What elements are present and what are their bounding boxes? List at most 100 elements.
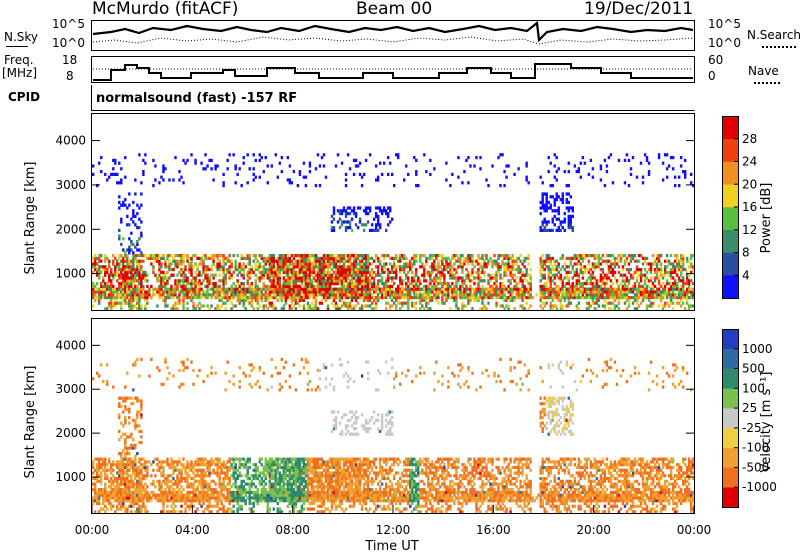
data-cell: [547, 270, 550, 274]
data-cell: [627, 301, 631, 305]
data-cell: [120, 276, 123, 280]
data-cell: [543, 282, 546, 286]
data-cell: [425, 270, 428, 274]
data-cell: [160, 488, 163, 492]
data-cell: [122, 290, 125, 294]
data-cell: [507, 254, 510, 258]
data-cell: [641, 262, 645, 266]
data-cell: [312, 276, 316, 280]
data-cell: [541, 259, 544, 263]
data-cell: [350, 287, 354, 291]
data-cell: [104, 268, 107, 272]
data-cell: [330, 254, 334, 258]
data-cell: [188, 265, 191, 269]
data-cell: [262, 259, 265, 263]
data-cell: [104, 510, 107, 514]
data-cell: [152, 460, 155, 464]
data-cell: [515, 276, 518, 280]
data-cell: [272, 287, 276, 291]
colorbar-segment: [722, 184, 738, 208]
data-cell: [248, 296, 251, 300]
data-cell: [555, 228, 558, 232]
data-cell: [220, 287, 223, 291]
data-cell: [344, 265, 348, 269]
data-cell: [354, 259, 358, 263]
data-cell: [401, 304, 404, 308]
data-cell: [276, 175, 280, 179]
data-cell: [106, 493, 109, 497]
data-cell: [226, 290, 229, 294]
data-cell: [591, 290, 595, 294]
data-cell: [360, 175, 364, 179]
data-cell: [407, 301, 410, 305]
data-cell: [643, 282, 647, 286]
data-cell: [342, 290, 346, 294]
data-cell: [150, 296, 153, 300]
data-cell: [459, 287, 462, 291]
data-cell: [198, 301, 201, 305]
data-cell: [629, 273, 633, 277]
data-cell: [122, 432, 125, 436]
data-cell: [136, 424, 139, 428]
data-cell: [603, 259, 607, 263]
data-cell: [168, 262, 171, 266]
data-cell: [607, 307, 611, 311]
data-cell: [551, 307, 554, 311]
data-cell: [176, 460, 179, 464]
data-cell: [453, 284, 456, 288]
data-cell: [144, 482, 147, 486]
data-cell: [431, 256, 434, 260]
data-cell: [360, 304, 364, 308]
data-cell: [280, 287, 284, 291]
data-cell: [278, 273, 282, 277]
data-cell: [266, 256, 269, 260]
data-cell: [437, 276, 440, 280]
data-cell: [280, 265, 284, 269]
data-cell: [222, 282, 225, 286]
data-cell: [98, 463, 101, 467]
data-cell: [138, 248, 141, 252]
data-cell: [557, 265, 560, 269]
data-cell: [631, 301, 635, 305]
data-cell: [382, 293, 386, 297]
data-cell: [543, 293, 546, 297]
data-cell: [477, 262, 480, 266]
data-cell: [437, 254, 440, 258]
data-cell: [493, 262, 496, 266]
data-cell: [164, 304, 167, 308]
data-cell: [521, 296, 524, 300]
data-cell: [380, 265, 384, 269]
data-cell: [567, 296, 570, 300]
data-cell: [172, 476, 175, 481]
data-cell: [443, 276, 446, 280]
data-cell: [160, 287, 163, 291]
data-cell: [254, 273, 257, 277]
data-cell: [661, 307, 665, 311]
data-cell: [202, 293, 205, 297]
data-cell: [140, 488, 143, 492]
data-cell: [455, 298, 458, 302]
data-cell: [142, 501, 145, 506]
data-cell: [178, 479, 181, 483]
data-cell: [194, 293, 197, 297]
data-cell: [364, 268, 368, 272]
data-cell: [170, 474, 173, 478]
data-cell: [457, 276, 460, 280]
data-cell: [128, 407, 131, 411]
data-cell: [433, 293, 436, 297]
data-cell: [445, 262, 448, 266]
data-cell: [212, 262, 215, 266]
data-cell: [463, 259, 466, 263]
data-cell: [244, 256, 247, 260]
data-cell: [120, 496, 123, 500]
data-cell: [308, 164, 312, 168]
data-cell: [164, 282, 167, 286]
data-cell: [262, 273, 265, 277]
data-cell: [507, 262, 510, 266]
data-cell: [174, 301, 177, 305]
data-cell: [583, 282, 587, 286]
data-cell: [318, 276, 322, 280]
data-cell: [657, 293, 661, 297]
data-cell: [226, 158, 229, 162]
data-cell: [358, 172, 362, 176]
